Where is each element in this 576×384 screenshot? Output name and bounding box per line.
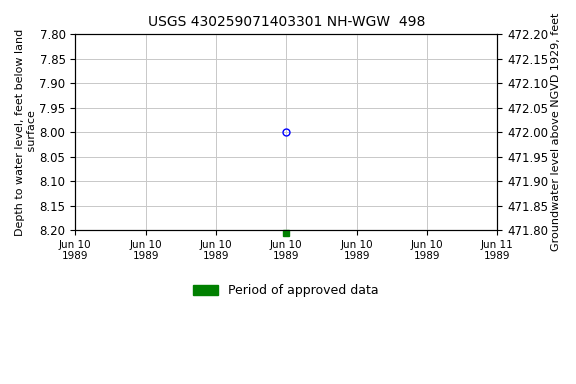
Y-axis label: Depth to water level, feet below land
 surface: Depth to water level, feet below land su… xyxy=(15,28,37,236)
Y-axis label: Groundwater level above NGVD 1929, feet: Groundwater level above NGVD 1929, feet xyxy=(551,13,561,252)
Legend: Period of approved data: Period of approved data xyxy=(188,279,384,302)
Title: USGS 430259071403301 NH-WGW  498: USGS 430259071403301 NH-WGW 498 xyxy=(147,15,425,29)
